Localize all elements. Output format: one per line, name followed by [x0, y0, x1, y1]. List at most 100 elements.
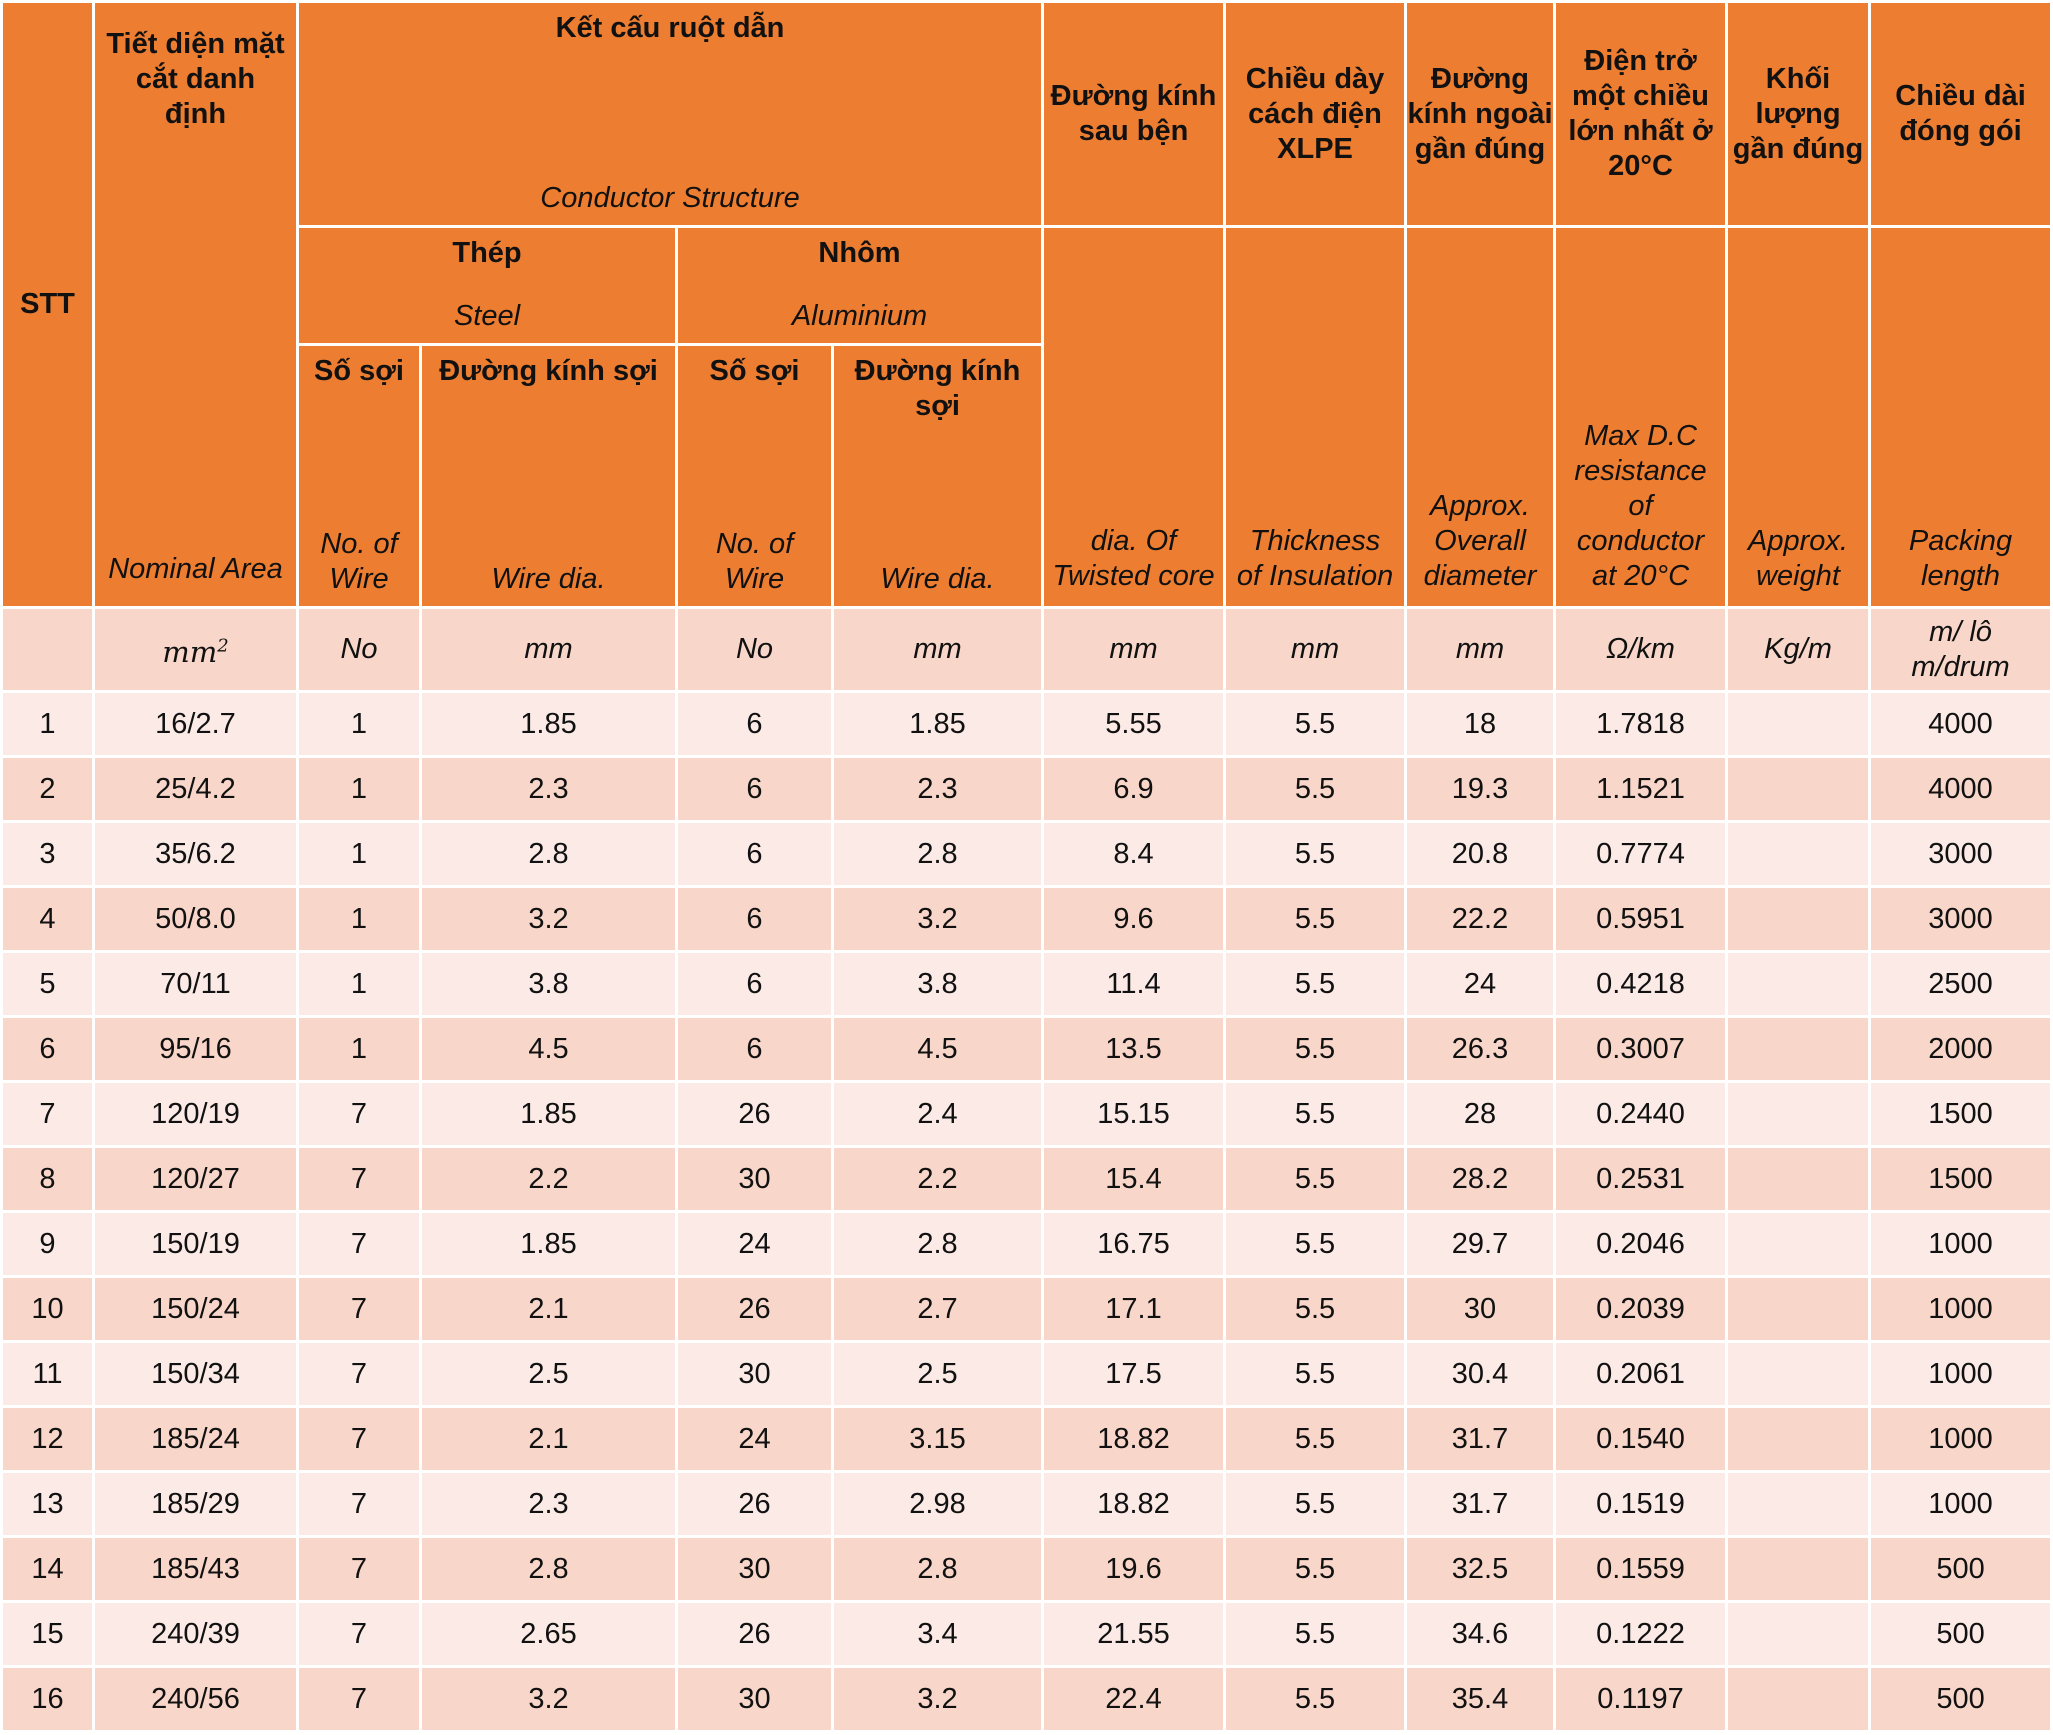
cell-overall-dia: 31.7 [1404, 1405, 1557, 1473]
header-weight-en: Approx. weight [1748, 525, 1848, 592]
table-row: 12 185/24 7 2.1 24 3.15 18.82 5.5 31.7 0.1540 1000 [0, 1405, 2053, 1473]
unit-resistance: Ω/km [1553, 606, 1729, 693]
cell-nominal-area: 150/34 [92, 1340, 299, 1408]
cell-insulation: 5.5 [1223, 820, 1408, 888]
units-row: mm2 No mm No mm mm mm mm Ω/km Kg/m m/ lô… [0, 606, 2053, 693]
cell-packing-length: 1500 [1868, 1080, 2053, 1148]
cell-nominal-area: 240/39 [92, 1600, 299, 1668]
cell-twisted-dia: 19.6 [1041, 1535, 1227, 1603]
header-resistance-vi-cell: Điện trở một chiều lớn nhất ở 20°C [1553, 0, 1729, 228]
header-insulation-vi-cell: Chiều dày cách điện XLPE [1223, 0, 1408, 228]
cell-stt: 3 [0, 820, 95, 888]
header-packing-en-cell: Packing length [1868, 225, 2053, 609]
unit-al-no: No [675, 606, 834, 693]
cell-twisted-dia: 17.5 [1041, 1340, 1227, 1408]
header-overall-vi: Đường kính ngoài gần đúng [1407, 62, 1553, 165]
cell-packing-length: 1000 [1868, 1275, 2053, 1343]
cell-al-dia: 3.8 [830, 950, 1045, 1018]
header-packing-en: Packing length [1908, 525, 2013, 592]
header-twisted-en-cell: dia. Of Twisted core [1041, 225, 1227, 609]
cell-steel-dia: 2.1 [419, 1275, 678, 1343]
cell-weight [1725, 1210, 1872, 1278]
cell-nominal-area: 240/56 [92, 1665, 299, 1733]
cell-nominal-area: 150/19 [92, 1210, 299, 1278]
table-row: 6 95/16 1 4.5 6 4.5 13.5 5.5 26.3 0.3007 2000 [0, 1015, 2053, 1083]
cell-steel-no: 7 [296, 1470, 422, 1538]
unit-packing: m/ lô m/drum [1868, 606, 2053, 693]
cell-al-dia: 2.7 [830, 1275, 1045, 1343]
cell-overall-dia: 31.7 [1404, 1470, 1557, 1538]
cell-insulation: 5.5 [1223, 1535, 1408, 1603]
cell-al-no: 24 [675, 1405, 834, 1473]
cell-weight [1725, 1600, 1872, 1668]
header-steel-no: Số sợi No. of Wire [296, 343, 422, 609]
cell-steel-dia: 3.8 [419, 950, 678, 1018]
cell-nominal-area: 185/29 [92, 1470, 299, 1538]
cell-nominal-area: 35/6.2 [92, 820, 299, 888]
cell-insulation: 5.5 [1223, 690, 1408, 758]
header-overall-en-cell: Approx. Overall diameter [1404, 225, 1557, 609]
cell-twisted-dia: 16.75 [1041, 1210, 1227, 1278]
cell-overall-dia: 20.8 [1404, 820, 1557, 888]
cell-al-no: 6 [675, 820, 834, 888]
cell-insulation: 5.5 [1223, 1470, 1408, 1538]
cell-nominal-area: 50/8.0 [92, 885, 299, 953]
cell-stt: 1 [0, 690, 95, 758]
cell-weight [1725, 755, 1872, 823]
cell-nominal-area: 185/43 [92, 1535, 299, 1603]
cell-dc-resistance: 0.5951 [1553, 885, 1729, 953]
cell-nominal-area: 150/24 [92, 1275, 299, 1343]
cell-nominal-area: 185/24 [92, 1405, 299, 1473]
header-conductor-structure: Kết cấu ruột dẫn Conductor Structure [295, 0, 1045, 228]
header-overall-en: Approx. Overall diameter [1423, 490, 1537, 592]
cell-weight [1725, 690, 1872, 758]
unit-steel-dia: mm [419, 606, 678, 693]
cell-stt: 15 [0, 1600, 95, 1668]
cell-twisted-dia: 21.55 [1041, 1600, 1227, 1668]
header-weight-vi-cell: Khối lượng gần đúng [1725, 0, 1872, 228]
cell-al-dia: 2.5 [830, 1340, 1045, 1408]
header-packing-vi-cell: Chiều dài đóng gói [1868, 0, 2053, 228]
cell-packing-length: 2000 [1868, 1015, 2053, 1083]
header-aluminium-en: Aluminium [791, 300, 928, 332]
cell-steel-dia: 2.1 [419, 1405, 678, 1473]
header-nominal-en: Nominal Area [108, 553, 283, 585]
cell-nominal-area: 120/27 [92, 1145, 299, 1213]
cell-nominal-area: 120/19 [92, 1080, 299, 1148]
cell-steel-dia: 2.2 [419, 1145, 678, 1213]
cell-steel-dia: 2.8 [419, 820, 678, 888]
cell-dc-resistance: 0.7774 [1553, 820, 1729, 888]
cell-insulation: 5.5 [1223, 755, 1408, 823]
cell-overall-dia: 19.3 [1404, 755, 1557, 823]
cell-al-dia: 2.4 [830, 1080, 1045, 1148]
cell-al-dia: 3.2 [830, 1665, 1045, 1733]
cell-stt: 11 [0, 1340, 95, 1408]
cell-insulation: 5.5 [1223, 1275, 1408, 1343]
cell-al-dia: 2.2 [830, 1145, 1045, 1213]
cell-al-no: 26 [675, 1080, 834, 1148]
cell-steel-dia: 2.8 [419, 1535, 678, 1603]
cell-steel-no: 7 [296, 1340, 422, 1408]
cell-al-no: 6 [675, 885, 834, 953]
cell-stt: 14 [0, 1535, 95, 1603]
header-twisted-vi-cell: Đường kính sau bện [1041, 0, 1227, 228]
cell-al-no: 6 [675, 690, 834, 758]
table-row: 1 16/2.7 1 1.85 6 1.85 5.55 5.5 18 1.7818 4000 [0, 690, 2053, 758]
header-insulation-vi: Chiều dày cách điện XLPE [1245, 62, 1385, 165]
cell-al-dia: 3.2 [830, 885, 1045, 953]
cell-dc-resistance: 0.3007 [1553, 1015, 1729, 1083]
cell-steel-no: 7 [296, 1275, 422, 1343]
cell-packing-length: 1500 [1868, 1145, 2053, 1213]
cell-overall-dia: 24 [1404, 950, 1557, 1018]
cell-weight [1725, 1665, 1872, 1733]
unit-nominal: mm2 [92, 606, 299, 693]
cell-weight [1725, 1470, 1872, 1538]
cell-dc-resistance: 0.2046 [1553, 1210, 1729, 1278]
cell-steel-no: 7 [296, 1665, 422, 1733]
cell-packing-length: 1000 [1868, 1405, 2053, 1473]
cell-dc-resistance: 0.2531 [1553, 1145, 1729, 1213]
header-nominal-area: Tiết diện mặt cắt danh định Nominal Area [92, 0, 299, 609]
cell-al-no: 6 [675, 950, 834, 1018]
cell-packing-length: 1000 [1868, 1340, 2053, 1408]
cell-nominal-area: 95/16 [92, 1015, 299, 1083]
